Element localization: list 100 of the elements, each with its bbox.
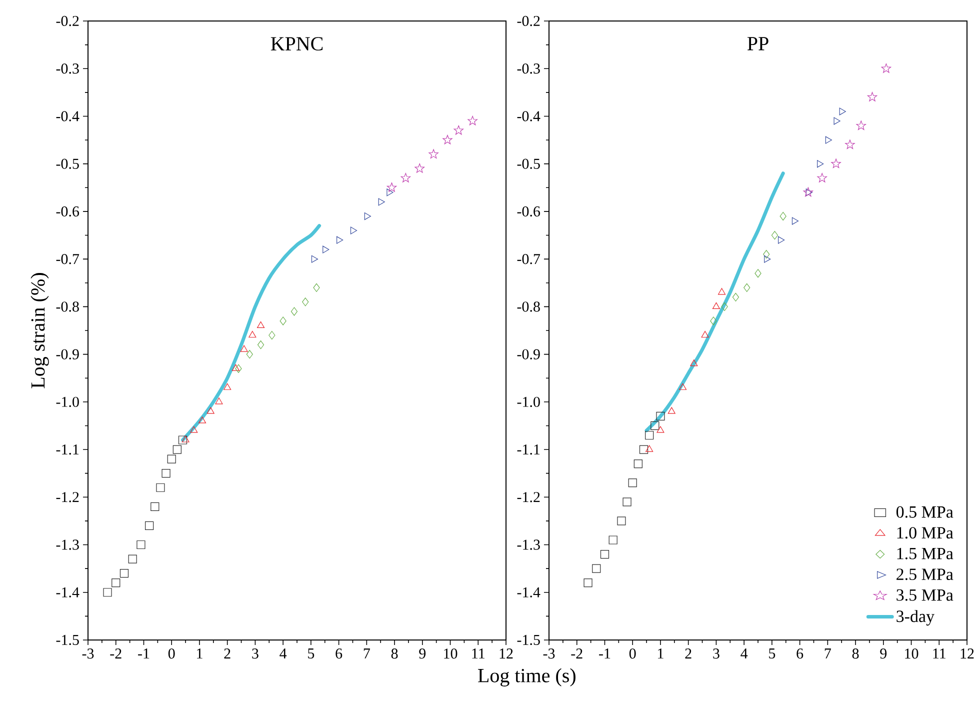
- point: [190, 426, 198, 433]
- point: [856, 120, 866, 130]
- point: [150, 502, 160, 511]
- point: [103, 588, 112, 597]
- point: [721, 302, 728, 311]
- point: [350, 226, 358, 234]
- point: [792, 217, 799, 225]
- point: [646, 445, 654, 452]
- point: [206, 407, 214, 414]
- point: [656, 412, 665, 420]
- point: [311, 255, 318, 263]
- legend-label: 1.5 MPa: [897, 548, 954, 560]
- y-tick-label: -0.7: [517, 254, 540, 264]
- point: [679, 383, 687, 390]
- point: [817, 160, 824, 168]
- x-tick-label: 7: [824, 648, 831, 658]
- point: [145, 521, 154, 530]
- x-tick-label: 1: [197, 648, 202, 658]
- point: [322, 246, 330, 254]
- legend-label: 3-day: [896, 610, 934, 626]
- y-tick-label: -0.9: [517, 349, 540, 360]
- y-tick-label: -1.0: [517, 396, 540, 408]
- y-tick-label: -1.4: [56, 587, 80, 598]
- point: [650, 421, 660, 430]
- point: [645, 430, 654, 440]
- point: [803, 187, 814, 197]
- point: [732, 292, 740, 302]
- point: [839, 108, 846, 116]
- point: [881, 64, 892, 73]
- point: [268, 330, 276, 340]
- point: [257, 340, 264, 350]
- y-tick-label: -0.5: [56, 158, 79, 169]
- legend-label: 0.5 MPa: [896, 506, 954, 518]
- y-tick-label: -0.7: [56, 254, 80, 264]
- point: [780, 212, 786, 221]
- point: [639, 445, 648, 454]
- point: [608, 536, 618, 544]
- point: [224, 383, 232, 390]
- x-tick-label: 1: [658, 648, 664, 658]
- y-tick-label: -1.3: [56, 540, 79, 550]
- point: [834, 117, 840, 125]
- point: [600, 550, 610, 559]
- point: [634, 460, 642, 468]
- x-tick-label: 12: [500, 648, 513, 658]
- point: [198, 416, 206, 424]
- point: [257, 321, 265, 328]
- y-tick-label: -1.1: [517, 444, 540, 455]
- point: [136, 540, 146, 550]
- legend-label: 1.0 MPa: [897, 527, 954, 539]
- x-tick-label: 5: [769, 648, 776, 658]
- x-tick-label: 11: [933, 648, 946, 658]
- x-tick-label: 2: [224, 648, 230, 658]
- legend-label: 3.5 MPa: [896, 589, 954, 601]
- y-tick-label: -1.5: [517, 634, 540, 646]
- y-tick-label: -0.6: [56, 206, 80, 217]
- point: [718, 288, 726, 295]
- point: [845, 140, 855, 149]
- point: [778, 236, 785, 244]
- line-series: [644, 172, 785, 432]
- point: [592, 564, 601, 573]
- point: [302, 298, 309, 306]
- x-tick-label: 11: [472, 648, 484, 658]
- y-tick-label: -0.4: [517, 111, 540, 122]
- x-tick-label: -1: [599, 648, 610, 658]
- x-tick-label: -3: [543, 648, 555, 659]
- point: [364, 212, 371, 220]
- point: [754, 269, 762, 278]
- x-tick-label: 4: [280, 648, 287, 658]
- point: [378, 198, 385, 206]
- x-tick-label: 2: [685, 648, 692, 658]
- point: [622, 498, 632, 506]
- legend-label: 2.5 MPa: [896, 568, 954, 580]
- y-tick-label: -1.1: [56, 444, 79, 455]
- point: [442, 134, 452, 144]
- point: [280, 316, 286, 326]
- x-tick-label: 6: [796, 648, 804, 659]
- point: [701, 330, 709, 338]
- point: [771, 230, 778, 240]
- y-tick-label: -1.2: [56, 492, 79, 502]
- point: [386, 188, 394, 196]
- x-tick-label: 7: [364, 648, 370, 658]
- point: [584, 578, 592, 588]
- x-tick-label: 10: [444, 648, 458, 659]
- point: [617, 516, 626, 526]
- point: [744, 283, 750, 292]
- point: [690, 360, 698, 366]
- point: [172, 445, 182, 454]
- point: [336, 236, 344, 244]
- x-tick-label: 6: [336, 648, 342, 659]
- x-tick-label: 3: [252, 648, 258, 659]
- y-tick-label: -1.0: [56, 396, 79, 408]
- point: [454, 125, 464, 135]
- point: [414, 163, 424, 173]
- point: [763, 250, 770, 259]
- y-tick-label: -0.3: [517, 64, 540, 74]
- point: [240, 345, 248, 352]
- x-tick-label: 8: [391, 648, 398, 659]
- x-tick-label: 3: [713, 648, 720, 659]
- x-tick-label: 9: [880, 648, 887, 659]
- point: [235, 364, 242, 373]
